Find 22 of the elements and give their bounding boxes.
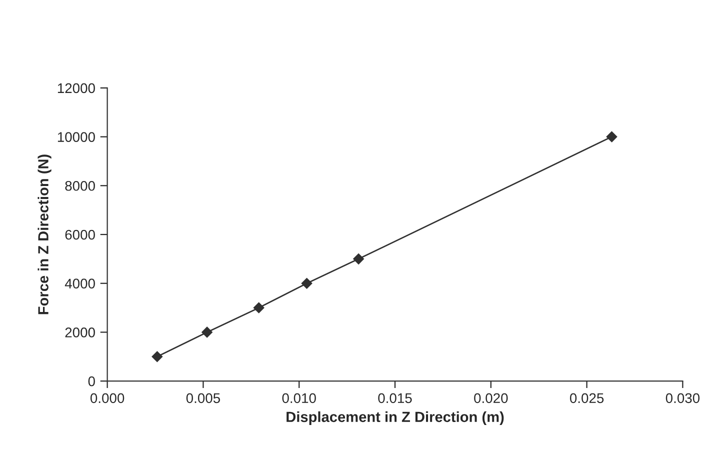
x-tick-label: 0.010 xyxy=(282,393,316,404)
y-tick-label: 2000 xyxy=(65,328,95,338)
y-tick-label: 8000 xyxy=(65,180,95,191)
x-tick-label: 0.020 xyxy=(474,393,508,404)
x-tick-label: 0.005 xyxy=(186,393,220,404)
point xyxy=(606,131,618,142)
x-axis-title: Displacement in Z Direction (m) xyxy=(286,411,504,425)
point xyxy=(353,253,364,264)
y-tick-label: 0 xyxy=(88,376,95,386)
y-tick-label: 10000 xyxy=(58,132,95,142)
x-tick-label: 0.025 xyxy=(570,393,604,404)
x-tick-label: 0.015 xyxy=(378,393,412,404)
y-tick-label: 4000 xyxy=(64,278,95,289)
y-tick-label: 6000 xyxy=(65,230,95,240)
y-tick-label: 12000 xyxy=(58,83,95,94)
y-axis-title: Force in Z Direction (N) xyxy=(38,154,52,314)
point xyxy=(202,326,212,338)
point xyxy=(301,278,312,289)
point xyxy=(253,302,264,314)
x-tick-label: 0.000 xyxy=(90,393,124,404)
point xyxy=(152,351,163,362)
x-tick-label: 0.030 xyxy=(666,393,700,404)
